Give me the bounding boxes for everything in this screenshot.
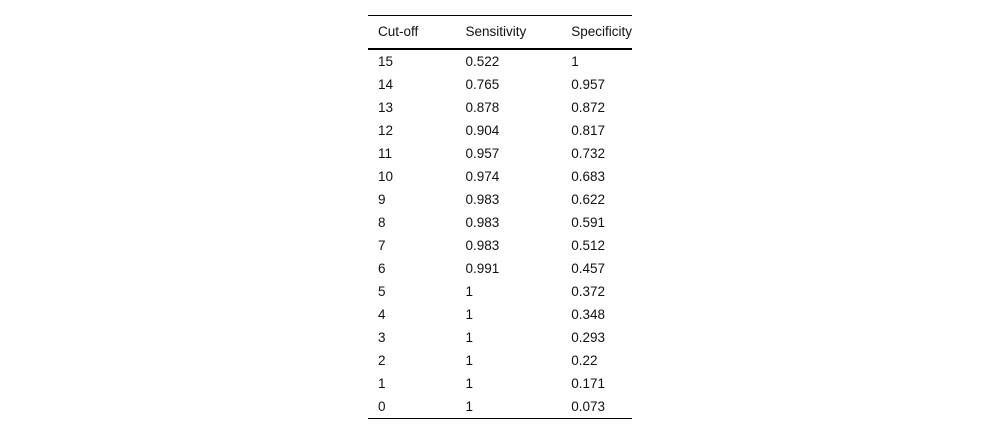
table-header: Cut-off Sensitivity Specificity [368, 15, 632, 50]
table-cell: 15 [378, 53, 394, 69]
table-cell: 0.457 [571, 260, 606, 276]
table-row: 6 0.991 0.457 [368, 257, 632, 280]
table-cell: 0.974 [465, 168, 500, 184]
table-cell: 0.171 [571, 375, 606, 391]
table-cell: 0.622 [571, 191, 606, 207]
table-cell: 11 [378, 145, 393, 161]
table-cell: 0.983 [465, 191, 500, 207]
table-cell: 0.591 [571, 214, 606, 230]
table-cell: 0 [378, 398, 386, 414]
table-cell: 0.732 [571, 145, 606, 161]
table-cell: 13 [378, 99, 394, 115]
table-cell: 0.348 [571, 306, 606, 322]
table-cell: 0.957 [571, 76, 606, 92]
table-row: 15 0.522 1 [368, 49, 632, 73]
table-cell: 0.817 [571, 122, 606, 138]
table-cell: 12 [378, 122, 394, 138]
table-cell: 1 [378, 375, 386, 391]
table-cell: 0.957 [465, 145, 500, 161]
table-row: 13 0.878 0.872 [368, 96, 632, 119]
table-cell: 0.372 [571, 283, 606, 299]
table-cell: 1 [465, 306, 474, 322]
table-cell: 0.872 [571, 99, 606, 115]
table-cell: 0.22 [571, 352, 598, 368]
column-header-specificity: Specificity [561, 15, 632, 50]
table-cell: 0.983 [465, 214, 500, 230]
table-row: 0 1 0.073 [368, 395, 632, 419]
table-cell: 0.073 [571, 398, 606, 414]
table-header-row: Cut-off Sensitivity Specificity [368, 15, 632, 50]
table-cell: 5 [378, 283, 386, 299]
table-cell: 10 [378, 168, 394, 184]
table-cell: 7 [378, 237, 386, 253]
cutoff-table-container: Cut-off Sensitivity Specificity 15 0.522 1… [368, 15, 632, 419]
table-row: 1 1 0.171 [368, 372, 632, 395]
table-row: 5 1 0.372 [368, 280, 632, 303]
table-cell: 2 [378, 352, 386, 368]
table-cell: 1 [465, 329, 474, 345]
table-row: 3 1 0.293 [368, 326, 632, 349]
table-row: 14 0.765 0.957 [368, 73, 632, 96]
table-cell: 0.683 [571, 168, 606, 184]
table-cell: 8 [378, 214, 386, 230]
table-cell: 1 [465, 398, 474, 414]
table-cell: 4 [378, 306, 386, 322]
table-cell: 3 [378, 329, 386, 345]
table-row: 10 0.974 0.683 [368, 165, 632, 188]
table-cell: 0.878 [465, 99, 500, 115]
cutoff-sensitivity-specificity-table: Cut-off Sensitivity Specificity 15 0.522 1… [368, 15, 632, 419]
table-body: 15 0.522 1 14 0.765 0.957 13 0.878 0.872 12 0.904 0… [368, 49, 632, 419]
table-cell: 0.522 [465, 53, 500, 69]
table-row: 11 0.957 0.732 [368, 142, 632, 165]
column-header-sensitivity: Sensitivity [455, 15, 562, 50]
column-header-cutoff: Cut-off [368, 15, 456, 50]
table-cell: 6 [378, 260, 386, 276]
table-cell: 0.293 [571, 329, 606, 345]
table-row: 12 0.904 0.817 [368, 119, 632, 142]
table-cell: 14 [378, 76, 394, 92]
table-row: 2 1 0.22 [368, 349, 632, 372]
table-cell: 1 [465, 375, 474, 391]
table-cell: 0.991 [465, 260, 500, 276]
table-cell: 0.983 [465, 237, 500, 253]
table-row: 7 0.983 0.512 [368, 234, 632, 257]
table-cell: 1 [571, 53, 579, 69]
table-row: 9 0.983 0.622 [368, 188, 632, 211]
table-cell: 1 [465, 283, 474, 299]
table-cell: 1 [465, 352, 474, 368]
table-cell: 0.904 [465, 122, 500, 138]
table-row: 8 0.983 0.591 [368, 211, 632, 234]
table-row: 4 1 0.348 [368, 303, 632, 326]
table-cell: 9 [378, 191, 386, 207]
table-cell: 0.765 [465, 76, 500, 92]
table-cell: 0.512 [571, 237, 606, 253]
